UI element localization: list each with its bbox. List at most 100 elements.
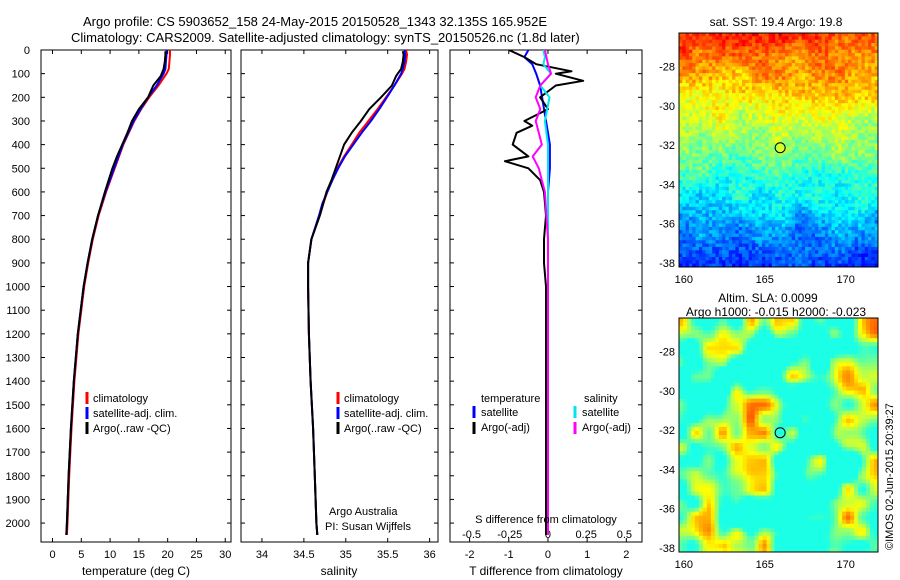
map-cell bbox=[748, 160, 753, 164]
map-cell bbox=[692, 216, 697, 221]
map-cell bbox=[698, 96, 703, 101]
map-cell bbox=[738, 79, 743, 84]
map-cell bbox=[722, 49, 727, 54]
map-cell bbox=[854, 213, 859, 218]
map-cell bbox=[725, 256, 730, 261]
map-cell bbox=[688, 76, 693, 81]
map-cell bbox=[708, 190, 713, 195]
map-cell bbox=[791, 103, 796, 108]
map-cell bbox=[758, 263, 763, 267]
map-cell bbox=[751, 256, 756, 261]
map-cell bbox=[745, 226, 750, 231]
map-cell bbox=[811, 196, 816, 201]
map-cell bbox=[854, 139, 859, 144]
map-cell bbox=[755, 243, 760, 248]
map-cell bbox=[688, 133, 693, 138]
map-cell bbox=[761, 136, 766, 141]
map-cell bbox=[781, 196, 786, 201]
map-cell bbox=[692, 176, 697, 181]
map-cell bbox=[745, 49, 750, 54]
y-tick-label: 800 bbox=[12, 234, 30, 246]
map-cell bbox=[690, 354, 696, 359]
map-cell bbox=[844, 109, 849, 114]
map-cell bbox=[761, 226, 766, 231]
map-cell bbox=[831, 163, 836, 168]
map-cell bbox=[715, 243, 720, 248]
map-cell bbox=[854, 318, 859, 323]
map-cell bbox=[734, 354, 740, 359]
map-cell bbox=[828, 243, 833, 248]
map-cell bbox=[766, 334, 772, 339]
map-cell bbox=[742, 226, 746, 231]
map-cell bbox=[682, 342, 688, 347]
map-cell bbox=[748, 213, 753, 218]
map-cell bbox=[755, 49, 760, 54]
map-cell bbox=[864, 163, 869, 168]
map-cell bbox=[722, 116, 727, 121]
map-cell bbox=[831, 56, 836, 61]
map-cell bbox=[808, 260, 813, 265]
map-cell bbox=[758, 243, 763, 248]
map-cell bbox=[818, 250, 823, 255]
map-cell bbox=[818, 342, 823, 347]
map-cell bbox=[758, 236, 763, 241]
map-cell bbox=[808, 170, 813, 174]
map-cell bbox=[730, 330, 736, 335]
map-cell bbox=[785, 79, 790, 84]
map-cell bbox=[748, 163, 753, 168]
map-cell bbox=[798, 56, 803, 61]
map-cell bbox=[811, 133, 816, 138]
map-cell bbox=[775, 253, 780, 258]
map-cell bbox=[821, 66, 826, 71]
map-cell bbox=[806, 346, 811, 351]
map-cell bbox=[722, 186, 727, 191]
map-cell bbox=[771, 69, 776, 74]
map-cell bbox=[828, 119, 833, 124]
map-cell bbox=[854, 73, 859, 78]
map-cell bbox=[722, 56, 727, 61]
map-cell bbox=[874, 160, 878, 164]
map-cell bbox=[735, 96, 740, 101]
map-cell bbox=[732, 53, 736, 57]
map-cell bbox=[871, 193, 876, 198]
map-cell bbox=[745, 180, 750, 185]
map-cell bbox=[781, 113, 786, 118]
map-cell bbox=[834, 176, 839, 181]
map-cell bbox=[795, 243, 799, 248]
map-cell bbox=[831, 43, 836, 47]
map-cell bbox=[702, 193, 707, 198]
map-cell bbox=[824, 133, 829, 138]
map-cell bbox=[814, 250, 819, 255]
map-cell bbox=[688, 46, 693, 51]
map-cell bbox=[702, 106, 707, 111]
map-cell bbox=[868, 133, 872, 138]
map-cell bbox=[818, 246, 823, 251]
map-cell bbox=[874, 43, 878, 47]
map-cell bbox=[778, 203, 783, 208]
map-cell bbox=[870, 334, 875, 339]
map-cell bbox=[702, 36, 707, 41]
map-cell bbox=[685, 163, 690, 168]
map-cell bbox=[718, 160, 723, 164]
map-cell bbox=[735, 139, 740, 144]
map-cell bbox=[755, 163, 760, 168]
map-cell bbox=[861, 76, 866, 81]
map-cell bbox=[732, 183, 736, 188]
map-cell bbox=[858, 233, 863, 238]
map-cell bbox=[861, 36, 866, 41]
map-cell bbox=[861, 106, 866, 111]
map-cell bbox=[705, 139, 710, 144]
map-cell bbox=[748, 233, 753, 238]
map-cell bbox=[808, 129, 813, 134]
map-cell bbox=[848, 109, 853, 114]
map-cell bbox=[682, 53, 687, 57]
map-cell bbox=[685, 220, 690, 225]
map-cell bbox=[754, 346, 760, 351]
map-cell bbox=[778, 76, 783, 81]
map-cell bbox=[750, 322, 756, 327]
map-cell bbox=[811, 103, 816, 108]
map-cell bbox=[871, 83, 876, 88]
map-cell bbox=[771, 96, 776, 101]
map-cell bbox=[679, 36, 683, 41]
map-cell bbox=[771, 56, 776, 61]
